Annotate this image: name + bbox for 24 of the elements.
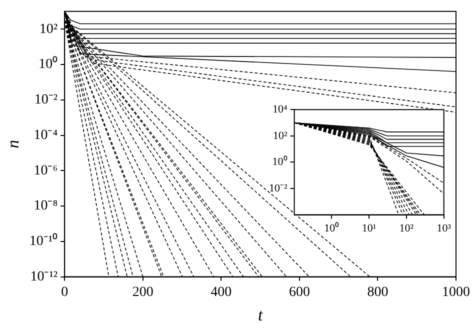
x-tick-label: 10² bbox=[399, 222, 414, 234]
x-tick-label: 10¹ bbox=[362, 222, 376, 234]
y-tick-label: 10⁻² bbox=[34, 92, 58, 108]
y-tick-label: 10⁻⁸ bbox=[34, 198, 58, 214]
y-tick-label: 10⁻² bbox=[268, 182, 288, 194]
y-tick-label: 10⁰ bbox=[38, 56, 58, 72]
y-tick-label: 10⁰ bbox=[272, 155, 288, 168]
y-tick-label: 10⁻⁴ bbox=[34, 128, 58, 143]
y-tick-label: 10⁴ bbox=[272, 103, 288, 116]
x-tick-label: 10³ bbox=[436, 222, 452, 234]
x-axis-title: t bbox=[258, 305, 264, 324]
y-tick-label: 10² bbox=[272, 130, 288, 142]
x-tick-label: 400 bbox=[210, 284, 232, 300]
x-tick-label: 1000 bbox=[442, 284, 470, 300]
y-tick-label: 10⁻⁶ bbox=[34, 163, 58, 178]
x-tick-label: 800 bbox=[367, 284, 388, 300]
x-tick-label: 10⁰ bbox=[324, 221, 340, 234]
x-tick-label: 600 bbox=[288, 284, 310, 300]
y-axis-title: n bbox=[4, 140, 23, 148]
y-tick-label: 10² bbox=[39, 22, 58, 37]
y-tick-label: 10⁻¹² bbox=[30, 269, 58, 284]
x-tick-label: 0 bbox=[61, 284, 68, 300]
y-tick-label: 10⁻¹⁰ bbox=[29, 233, 58, 250]
x-tick-label: 200 bbox=[132, 284, 154, 300]
